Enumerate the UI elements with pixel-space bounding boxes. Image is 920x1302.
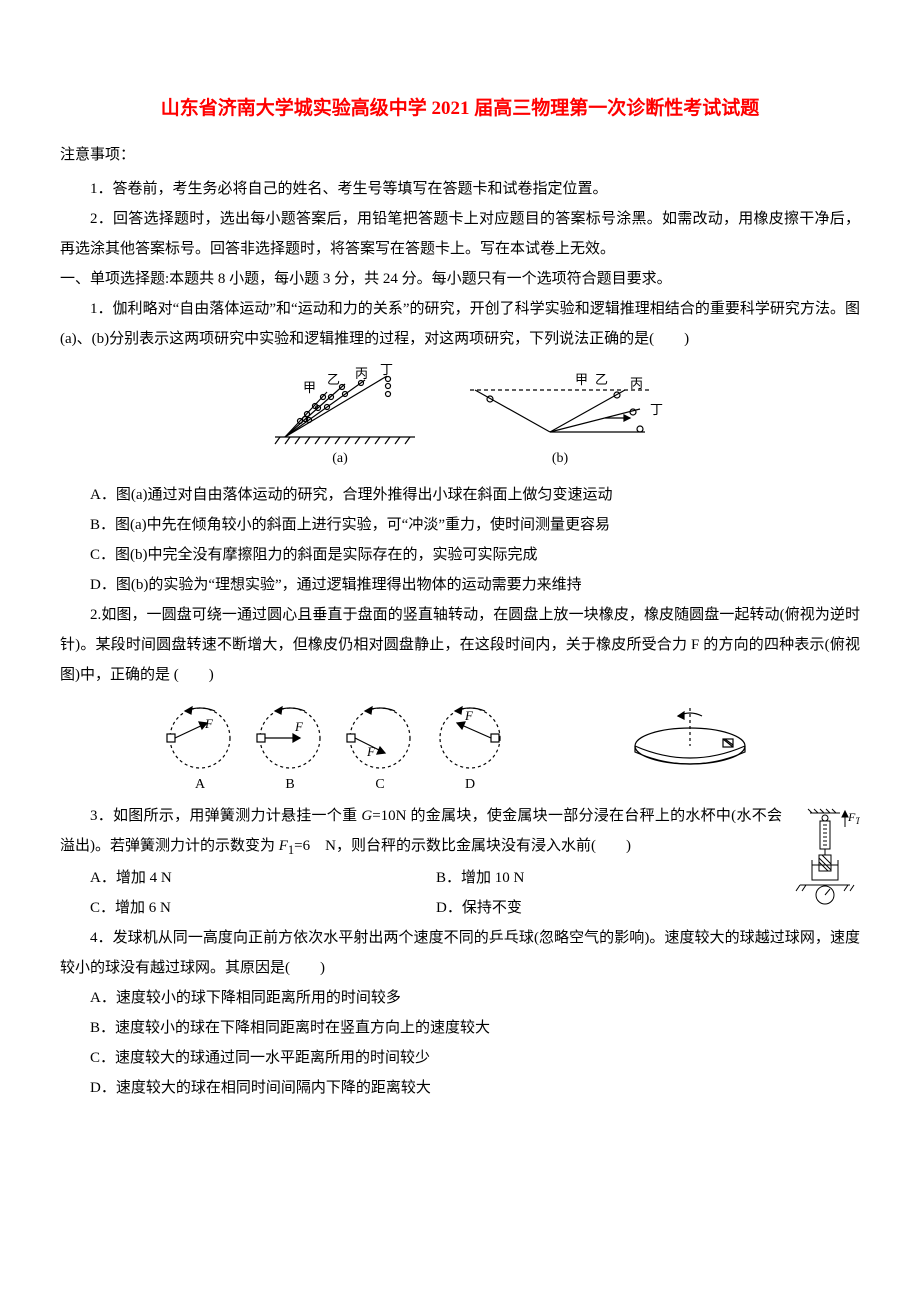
q1-option-b: B．图(a)中先在倾角较小的斜面上进行实验，可“冲淡”重力，使时间测量更容易 <box>90 510 860 540</box>
q2-b-F: F <box>294 719 304 734</box>
q3-figure: FT <box>790 805 860 916</box>
q1-label-jia: 甲 <box>303 380 316 395</box>
q1-option-a: A．图(a)通过对自由落体运动的研究，合理外推得出小球在斜面上做匀变速运动 <box>90 480 860 510</box>
q2-label-a: A <box>195 777 206 792</box>
q1-label-ding: 丁 <box>380 362 393 377</box>
q3-ft-label: FT <box>847 810 860 826</box>
q1b-label-yi: 乙 <box>595 372 608 387</box>
q2-d-F: F <box>464 708 474 723</box>
q4-stem: 4．发球机从同一高度向正前方依次水平射出两个速度不同的乒乓球(忽略空气的影响)。… <box>60 923 860 983</box>
q3-option-d: D．保持不变 <box>436 893 782 923</box>
q2-label-b: B <box>285 777 294 792</box>
q2-figure: F A F B F C <box>60 698 860 793</box>
q2-a-F: F <box>204 716 214 731</box>
q2-label-c: C <box>375 777 384 792</box>
q1-label-bing: 丙 <box>355 366 368 381</box>
q4-option-a: A．速度较小的球下降相同距离所用的时间较多 <box>90 983 860 1013</box>
q1-option-c: C．图(b)中完全没有摩擦阻力的斜面是实际存在的，实验可实际完成 <box>90 540 860 570</box>
q1b-label-bing: 丙 <box>630 376 643 391</box>
q2-stem: 2.如图，一圆盘可绕一通过圆心且垂直于盘面的竖直轴转动，在圆盘上放一块橡皮，橡皮… <box>60 600 860 690</box>
q3-stem: 3．如图所示，用弹簧测力计悬挂一个重 G=10N 的金属块，使金属块一部分浸在台… <box>60 801 860 863</box>
q3-option-c: C．增加 6 N <box>90 893 436 923</box>
notice-2: 2．回答选择题时，选出每小题答案后，用铅笔把答题卡上对应题目的答案标号涂黑。如需… <box>60 204 860 264</box>
q4-option-d: D．速度较大的球在相同时间间隔内下降的距离较大 <box>90 1073 860 1103</box>
q1-stem: 1．伽利略对“自由落体运动”和“运动和力的关系”的研究，开创了科学实验和逻辑推理… <box>60 294 860 354</box>
q1-svg: 甲 乙 丙 丁 (a) 甲 乙 丙 丁 (b) <box>245 362 675 472</box>
exam-title: 山东省济南大学城实验高级中学 2021 届高三物理第一次诊断性考试试题 <box>60 90 860 128</box>
q1-option-d: D．图(b)的实验为“理想实验”，通过逻辑推理得出物体的运动需要力来维持 <box>90 570 860 600</box>
section-1-header: 一、单项选择题:本题共 8 小题，每小题 3 分，共 24 分。每小题只有一个选… <box>60 264 860 294</box>
q1-label-yi: 乙 <box>327 372 340 387</box>
q3-svg: FT <box>790 805 860 905</box>
q4-option-c: C．速度较大的球通过同一水平距离所用的时间较少 <box>90 1043 860 1073</box>
q2-c-F: F <box>366 744 376 759</box>
notice-1: 1．答卷前，考生务必将自己的姓名、考生号等填写在答题卡和试卷指定位置。 <box>60 174 860 204</box>
q1-figure: 甲 乙 丙 丁 (a) 甲 乙 丙 丁 (b) <box>60 362 860 472</box>
notice-label: 注意事项： <box>60 140 860 170</box>
q3-option-b: B．增加 10 N <box>436 863 782 893</box>
q1b-label-ding: 丁 <box>650 402 663 417</box>
q3-option-a: A．增加 4 N <box>90 863 436 893</box>
q4-option-b: B．速度较小的球在下降相同距离时在竖直方向上的速度较大 <box>90 1013 860 1043</box>
q2-svg: F A F B F C <box>145 698 775 793</box>
q1b-label-jia: 甲 <box>575 372 588 387</box>
q1-label-a: (a) <box>332 451 348 466</box>
q1-label-b: (b) <box>552 451 569 466</box>
q2-label-d: D <box>465 777 475 792</box>
